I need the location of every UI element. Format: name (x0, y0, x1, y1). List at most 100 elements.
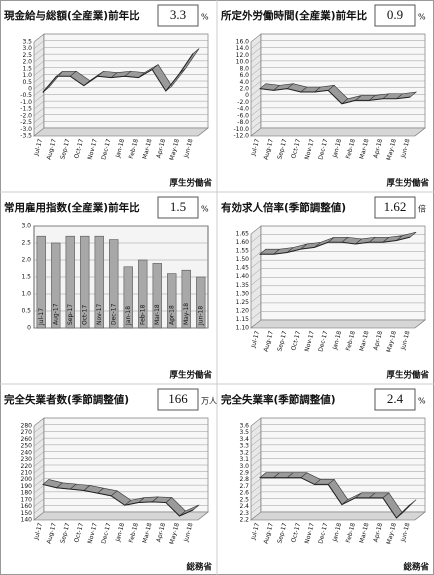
y-tick-label: 8.0 (239, 65, 249, 72)
x-tick-label: Jun-18 (197, 306, 204, 326)
x-tick-label: Oct-17 (81, 305, 88, 325)
grid-line (33, 74, 208, 83)
grid-line (33, 471, 208, 480)
unit: 倍 (418, 204, 426, 214)
value-box (157, 4, 199, 27)
x-tick-label: Jan-18 (331, 522, 343, 543)
latest-value: 166 (168, 391, 188, 406)
y-tick-label: 1.45 (236, 265, 250, 272)
source: 厚生労働省 (386, 178, 429, 189)
y-tick-label: 280 (21, 423, 33, 430)
bar (36, 235, 46, 329)
chart-title: 完全失業者数(季節調整値) (4, 393, 129, 406)
y-tick-label: 1.60 (236, 239, 250, 246)
y-tick-label: 2.5 (21, 240, 31, 247)
y-tick-label: 2.2 (239, 517, 249, 524)
grid-line (250, 484, 425, 494)
y-tick-label: 1.0 (21, 291, 31, 298)
line (259, 88, 411, 105)
x-tick-label: Nov-17 (96, 303, 103, 325)
x-tick-label: Dec-17 (110, 303, 117, 325)
y-tick-label: 2.6 (239, 490, 249, 497)
grid-line (250, 285, 425, 295)
y-tick-label: 1.20 (236, 307, 250, 314)
source: 総務省 (403, 562, 429, 573)
y-tick-label: 150 (21, 510, 33, 517)
y-tick-label: -2.5 (20, 119, 32, 126)
y-tick-label: -10.0 (233, 126, 249, 133)
grid-line (250, 60, 425, 70)
y-tick-label: 2.0 (21, 257, 31, 264)
line (259, 236, 411, 255)
x-tick-label: Feb-18 (139, 304, 146, 325)
line (42, 53, 194, 93)
y-tick-label: 3.2 (239, 449, 249, 456)
y-tick-label: 1.30 (236, 290, 250, 297)
grid-line (250, 458, 425, 467)
y-tick-label: -3.5 (20, 133, 32, 140)
y-tick-label: 0.5 (21, 308, 31, 315)
y-tick-label: 2.5 (239, 496, 249, 503)
source: 総務省 (186, 562, 212, 573)
unit: % (201, 13, 209, 22)
source: 厚生労働省 (169, 178, 212, 189)
y-tick-label: 2.0 (239, 86, 249, 93)
grid-line (250, 127, 425, 137)
y-tick-label: -8.0 (237, 119, 249, 126)
grid-line (250, 47, 425, 56)
grid-line (33, 451, 208, 460)
y-tick-label: 0 (245, 92, 249, 99)
y-tick-label: 270 (21, 429, 33, 436)
y-tick-label: 3.0 (21, 223, 31, 230)
y-tick-label: 3.5 (22, 39, 32, 46)
grid-line (250, 277, 425, 286)
value-box (374, 196, 416, 219)
value-box (157, 388, 199, 411)
grid-line (33, 417, 208, 427)
y-tick-label: 1.65 (236, 231, 250, 238)
grid-line (250, 511, 425, 521)
ribbon (259, 231, 417, 255)
grid-line (250, 302, 425, 312)
grid-line (250, 53, 425, 63)
y-tick-label: 1.5 (22, 65, 32, 72)
y-tick-label: -6.0 (237, 112, 249, 119)
grid-line (250, 311, 425, 320)
y-tick-label: 1.15 (236, 316, 250, 323)
bar (167, 273, 177, 329)
latest-value: 0.9 (387, 7, 403, 22)
y-tick-label: 3.4 (239, 436, 249, 443)
grid-line (33, 33, 208, 43)
y-tick-label: 4.0 (239, 79, 249, 86)
grid-line (250, 505, 425, 514)
value-box (374, 4, 416, 27)
grid-line (250, 234, 425, 243)
y-tick-label: 210 (21, 470, 33, 477)
x-tick-label: Apr-18 (372, 330, 384, 351)
y-tick-label: -0.5 (20, 92, 32, 99)
y-tick-label: 2.3 (239, 510, 249, 517)
y-tick-label: 240 (21, 449, 33, 456)
grid-line (250, 251, 425, 260)
y-tick-label: 0.5 (22, 79, 32, 86)
grid-line (250, 259, 425, 269)
y-tick-label: -2.0 (20, 112, 32, 119)
y-tick-label: 2.7 (239, 483, 249, 490)
ribbon (259, 472, 417, 519)
grid-line (250, 121, 425, 130)
y-tick-label: 1.40 (236, 273, 250, 280)
grid-line (250, 491, 425, 501)
grid-line (250, 444, 425, 454)
y-tick-label: -4.0 (237, 106, 249, 113)
unit: 万人 (201, 397, 217, 406)
grid-line (250, 107, 425, 117)
unit: % (418, 397, 426, 406)
x-tick-label: Jan-18 (331, 138, 343, 159)
bar (138, 259, 148, 329)
grid-line (33, 431, 208, 440)
grid-line (33, 40, 208, 49)
chart-title: 所定外労働時間(全産業)前年比 (221, 9, 368, 22)
grid-line (33, 100, 208, 110)
grid-line (33, 121, 208, 130)
